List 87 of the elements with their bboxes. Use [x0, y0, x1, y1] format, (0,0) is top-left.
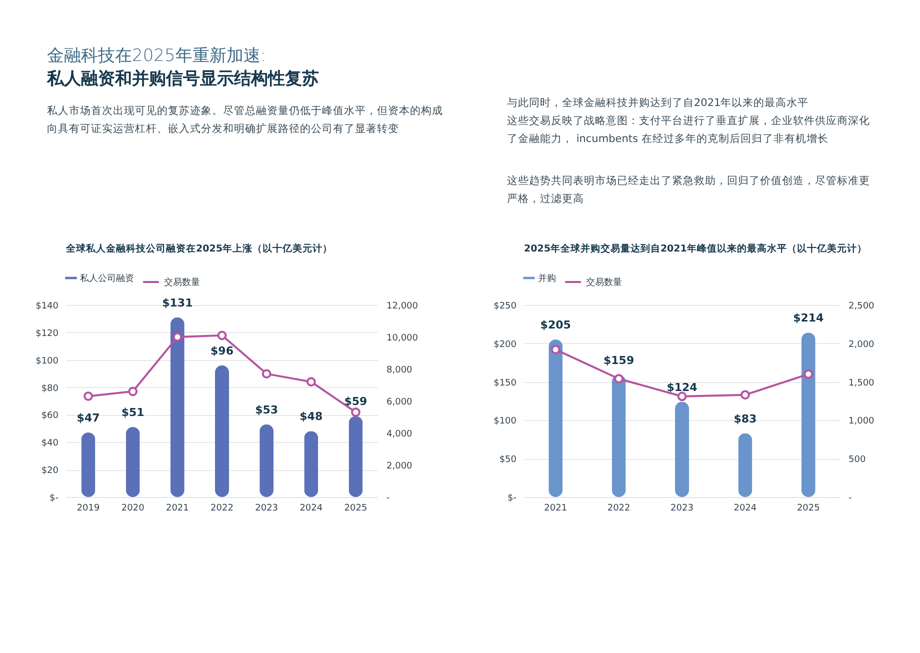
text: 这些交易反映了战略意图：支付平台进行了垂直扩展，企业软件供应商深化了金融能力， incumbents 在经过多年的克制后回归了非有机增长 [507, 114, 871, 147]
y2-tick-label: - [386, 494, 390, 504]
chart-title: 2025年全球并购交易量达到自2021年峰值以来的最高水平（以十亿美元计） [524, 242, 867, 254]
data-label: $131 [162, 296, 193, 310]
y2-tick-label: 500 [848, 455, 866, 466]
bar [612, 374, 626, 497]
y-tick-label: $150 [494, 378, 517, 388]
legend-label: 并购 [538, 273, 556, 284]
legend-label: 私人公司融资 [80, 273, 134, 284]
y-tick-label: $120 [36, 328, 59, 339]
x-tick-label: 2025 [796, 504, 820, 514]
bar [801, 332, 816, 497]
data-label: $124 [666, 380, 698, 394]
point [804, 369, 814, 379]
y2-tick-label: - [848, 494, 852, 504]
x-tick-label: 2021 [544, 504, 568, 514]
bar [548, 340, 563, 497]
x-tick-label: 2024 [734, 504, 757, 514]
x-tick-label: 2025 [344, 504, 368, 514]
point [217, 330, 227, 340]
point [172, 332, 182, 342]
y-tick-label: $200 [494, 340, 517, 350]
chart-title: 全球私人金融科技公司融资在2025年上涨（以十亿美元计） [65, 242, 332, 254]
bar [348, 416, 363, 497]
text: 金融科技在2025年重新加速: [47, 45, 267, 67]
x-tick-label: 2019 [76, 504, 100, 514]
y-tick-label: $100 [36, 356, 59, 366]
text: 与此同时，全球金融科技并购达到了自2021年以来的最高水平 [507, 96, 810, 111]
bar [170, 317, 184, 497]
x-tick-label: 2023 [255, 504, 278, 514]
point [84, 392, 93, 401]
point [550, 344, 560, 354]
point [262, 369, 272, 378]
y2-tick-label: 2,000 [848, 340, 875, 350]
y2-tick-label: 8,000 [386, 366, 413, 376]
x-tick-label: 2024 [300, 504, 323, 514]
y2-tick-label: 4,000 [386, 430, 413, 440]
y-tick-label: $- [50, 494, 58, 504]
point [306, 377, 316, 386]
y2-tick-label: 12,000 [386, 302, 418, 312]
x-tick-label: 2022 [607, 504, 630, 514]
point [677, 392, 687, 402]
bar [126, 427, 140, 497]
point [351, 408, 360, 417]
bar [738, 433, 752, 497]
y2-tick-label: 6,000 [386, 398, 413, 408]
data-label: $47 [76, 412, 100, 425]
y2-tick-label: 1,000 [848, 416, 875, 427]
text: 私人融资和并购信号显示结构性复苏 [47, 68, 320, 90]
y2-tick-label: 2,000 [386, 462, 413, 472]
point [740, 390, 750, 400]
data-label: $96 [210, 344, 234, 358]
bar [215, 365, 229, 497]
data-label: $214 [793, 312, 824, 325]
data-label: $48 [300, 410, 323, 424]
y2-tick-label: 10,000 [386, 334, 418, 344]
y-tick-label: $140 [36, 302, 59, 312]
y-tick-label: $80 [41, 384, 59, 394]
y-tick-label: $40 [41, 438, 59, 449]
text: 私人市场首次出现可见的复苏迹象。尽管总融资量仍低于峰值水平，但资本的构成向具有可证实运营杠杆、嵌入式分发和明确扩展路径的公司有了显著转变 [47, 104, 444, 137]
x-tick-label: 2022 [210, 504, 234, 514]
data-label: $205 [540, 318, 571, 332]
y-tick-label: $250 [494, 302, 517, 312]
data-label: $83 [734, 412, 757, 426]
bar [81, 432, 96, 497]
x-tick-label: 2023 [670, 504, 694, 514]
x-tick-label: 2020 [121, 504, 145, 514]
bar [675, 402, 689, 497]
data-label: $51 [121, 406, 144, 420]
y-tick-label: $20 [41, 466, 59, 476]
data-label: $59 [344, 395, 368, 408]
x-tick-label: 2021 [166, 504, 189, 514]
bar [304, 431, 318, 497]
legend-label: 交易数量 [164, 277, 200, 288]
text: 这些趋势共同表明市场已经走出了紧急救助，回归了价值创造，尽管标准更严格，过滤更高 [507, 174, 871, 207]
legend-label: 交易数量 [586, 277, 622, 288]
y-tick-label: $50 [499, 455, 517, 466]
point [614, 374, 624, 384]
data-label: $159 [603, 354, 634, 367]
y2-tick-label: 2,500 [848, 302, 875, 312]
y-tick-label: $- [508, 494, 516, 504]
y-tick-label: $100 [494, 416, 517, 427]
y-tick-label: $60 [41, 411, 59, 422]
y2-tick-label: 1,500 [848, 378, 875, 388]
bar [260, 424, 274, 497]
point [128, 386, 138, 396]
data-label: $53 [255, 403, 278, 416]
